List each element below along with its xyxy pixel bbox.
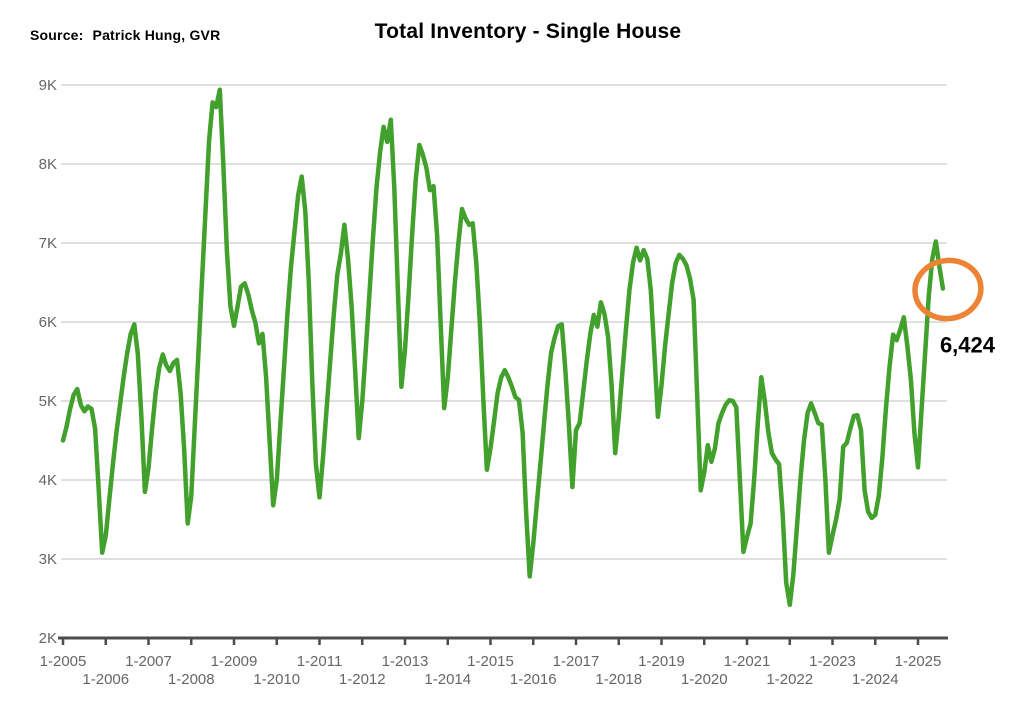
y-axis-label: 4K bbox=[39, 472, 57, 489]
x-axis-label: 1-2022 bbox=[766, 671, 813, 688]
annotation-value-label: 6,424 bbox=[940, 333, 996, 358]
x-axis-label: 1-2016 bbox=[510, 671, 557, 688]
x-axis-label: 1-2017 bbox=[553, 653, 600, 670]
x-axis-label: 1-2011 bbox=[297, 653, 343, 670]
x-axis-label: 1-2020 bbox=[681, 671, 728, 688]
y-axis-label: 6K bbox=[39, 314, 57, 331]
x-axis-label: 1-2010 bbox=[253, 671, 300, 688]
source-line: Source: Patrick Hung, GVR bbox=[30, 27, 220, 43]
x-axis-label: 1-2015 bbox=[467, 653, 514, 670]
x-axis-label: 1-2005 bbox=[40, 653, 87, 670]
x-axis-label: 1-2014 bbox=[424, 671, 471, 688]
x-axis-label: 1-2008 bbox=[168, 671, 215, 688]
x-axis-label: 1-2023 bbox=[809, 653, 856, 670]
x-axis-label: 1-2013 bbox=[382, 653, 429, 670]
x-axis-label: 1-2019 bbox=[638, 653, 685, 670]
x-axis-label: 1-2024 bbox=[852, 671, 899, 688]
y-axis-label: 3K bbox=[39, 551, 57, 568]
inventory-line bbox=[60, 87, 946, 608]
x-axis-label: 1-2025 bbox=[895, 653, 942, 670]
source-value: Patrick Hung, GVR bbox=[92, 27, 221, 43]
y-axis-label: 9K bbox=[39, 77, 57, 94]
x-axis-label: 1-2007 bbox=[125, 653, 172, 670]
x-axis-label: 1-2009 bbox=[211, 653, 258, 670]
highlight-circle-icon bbox=[912, 257, 984, 322]
y-axis-label: 5K bbox=[39, 393, 57, 410]
y-axis-label: 8K bbox=[39, 156, 57, 173]
chart-title: Total Inventory - Single House bbox=[374, 20, 682, 43]
x-axis-label: 1-2006 bbox=[82, 671, 129, 688]
source-label: Source: bbox=[30, 27, 84, 43]
x-axis-label: 1-2018 bbox=[595, 671, 642, 688]
x-axis-label: 1-2012 bbox=[339, 671, 386, 688]
y-axis-label: 2K bbox=[39, 630, 57, 647]
x-axis-label: 1-2021 bbox=[724, 653, 771, 670]
y-axis-label: 7K bbox=[39, 235, 57, 252]
